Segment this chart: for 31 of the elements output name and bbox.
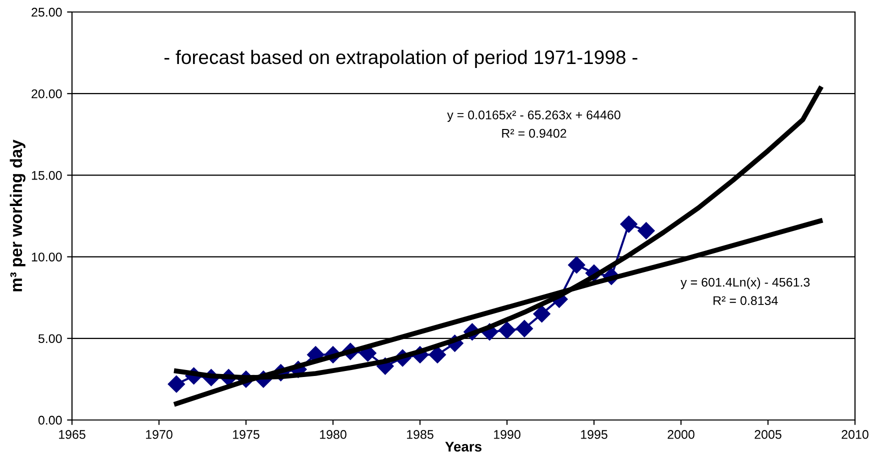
point bbox=[516, 320, 533, 338]
annotation: y = 0.0165x² - 65.263x + 64460 bbox=[447, 110, 620, 122]
x-tick-label: 1985 bbox=[407, 430, 434, 439]
point bbox=[533, 305, 550, 322]
y-tick-label: 10.00 bbox=[32, 252, 62, 262]
x-tick-label: 1990 bbox=[494, 430, 520, 439]
y-tick-label: 25.00 bbox=[32, 8, 62, 17]
point bbox=[638, 222, 655, 240]
annotation: R² = 0.9402 bbox=[502, 128, 566, 138]
y-tick-label: 15.00 bbox=[32, 171, 62, 180]
point bbox=[168, 376, 185, 393]
point bbox=[568, 256, 586, 274]
x-tick-label: 1970 bbox=[146, 430, 172, 439]
x-tick-label: 1965 bbox=[59, 430, 86, 439]
x-tick-label: 1975 bbox=[233, 430, 260, 439]
x-tick-label: 2000 bbox=[668, 430, 694, 439]
annotation: y = 601.4Ln(x) - 4561.3 bbox=[680, 277, 810, 290]
point bbox=[498, 322, 516, 339]
point bbox=[428, 346, 446, 364]
annotation: - forecast based on extrapolation of period 1971-1998 - bbox=[164, 50, 638, 68]
x-axis-title: Years bbox=[445, 442, 482, 452]
y-tick-label: 5.00 bbox=[38, 334, 62, 344]
x-tick-label: 1980 bbox=[320, 430, 346, 439]
y-tick-label: 20.00 bbox=[32, 89, 62, 98]
annotation: R² = 0.8134 bbox=[714, 296, 778, 306]
y-axis-title: m³ per working day bbox=[10, 140, 26, 292]
x-tick-label: 2010 bbox=[842, 430, 868, 439]
x-tick-label: 2005 bbox=[754, 430, 782, 439]
y-tick-label: 0.00 bbox=[38, 416, 62, 425]
x-tick-label: 1995 bbox=[581, 430, 608, 439]
point bbox=[620, 216, 638, 233]
